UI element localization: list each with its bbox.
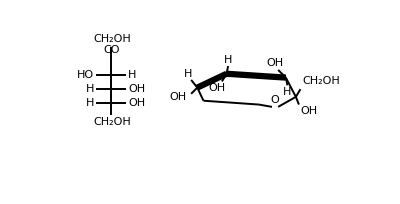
Text: OH: OH <box>209 83 226 93</box>
Text: OH: OH <box>266 58 284 68</box>
Text: H: H <box>224 54 232 64</box>
Text: CO: CO <box>104 45 120 55</box>
Text: H: H <box>128 70 136 80</box>
Text: H: H <box>184 69 192 79</box>
Text: HO: HO <box>77 70 94 80</box>
Text: CH₂OH: CH₂OH <box>93 34 131 44</box>
Text: OH: OH <box>169 92 186 102</box>
Text: OH: OH <box>128 98 145 108</box>
Text: OH: OH <box>300 106 318 116</box>
Text: H: H <box>283 87 292 97</box>
Text: H: H <box>86 84 94 94</box>
Text: CH₂OH: CH₂OH <box>302 76 340 86</box>
Text: O: O <box>271 95 280 105</box>
Text: OH: OH <box>128 84 145 94</box>
Text: H: H <box>86 98 94 108</box>
Text: CH₂OH: CH₂OH <box>93 117 131 127</box>
